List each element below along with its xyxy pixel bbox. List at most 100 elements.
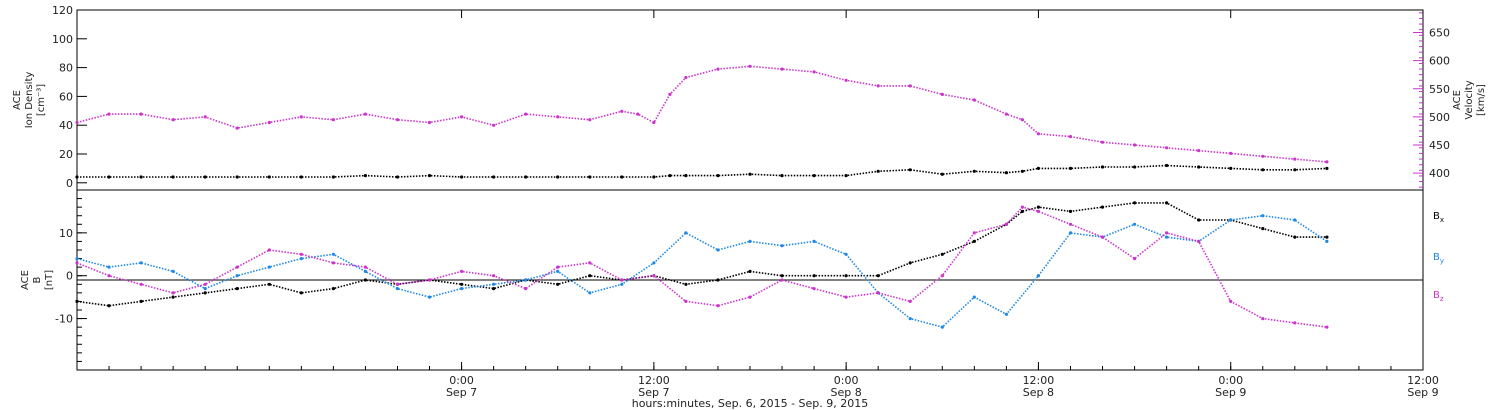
velocity-point [492,123,496,127]
density-axis-title-line3: [cm⁻³] [36,84,47,116]
ion-density-point [668,174,672,178]
bx-point [1261,227,1265,231]
velocity-point [235,126,239,130]
bz-point [1165,231,1169,235]
by-point [1229,218,1233,222]
by-point [940,325,944,329]
date-tick-label: Sep 9 [1407,386,1438,399]
by-point [556,269,560,273]
bx-point [75,299,79,303]
by-point [363,269,367,273]
velocity-tick-label: 650 [1429,27,1450,40]
velocity-point [107,112,111,116]
bz-point [1133,257,1137,261]
velocity-point [876,84,880,88]
bx-point [203,291,207,295]
velocity-point [588,118,592,122]
velocity-tick-label: 450 [1429,139,1450,152]
velocity-axis-title-line1: ACE [1452,90,1463,110]
bx-point [972,239,976,243]
by-point [395,287,400,291]
velocity-point [748,64,752,68]
bx-point [492,287,496,291]
velocity-point [1229,151,1233,155]
velocity-point [460,115,464,119]
ion-density-point [1036,166,1040,170]
b-field-tick-label: 0 [66,270,73,283]
ion-density-point [972,169,976,173]
by-point [748,239,752,243]
ion-density-point [492,175,496,179]
bz-point [1293,321,1297,325]
velocity-point [1325,160,1329,164]
bx-point [235,287,239,291]
bx-point [267,282,271,286]
velocity-point [1068,135,1073,139]
bz-point [588,261,592,265]
bx-point [331,287,335,291]
bx-point [844,274,848,278]
density-tick-label: 0 [66,177,73,190]
velocity-point [1100,140,1105,144]
by-point [588,291,592,295]
velocity-point [363,112,367,116]
time-tick-label: 0:00 [834,374,859,387]
date-tick-label: Sep 7 [446,386,477,399]
bz-point [908,299,912,303]
bz-point [1261,317,1265,321]
bx-point [876,274,880,278]
velocity-point [75,120,79,125]
by-point [684,231,688,235]
bx-point [940,252,944,256]
velocity-point [331,118,335,122]
b-field-tick-label: 10 [59,227,73,240]
bz-point [492,274,496,278]
density-tick-label: 60 [59,90,73,103]
time-tick-label: 12:00 [638,374,670,387]
velocity-axis-ticks: 400 450 500 550 600 650 [1413,12,1450,188]
ion-density-point [139,175,143,179]
x-axis-title: hours:minutes, Sep. 6, 2015 - Sep. 9, 20… [632,397,869,410]
bx-point [780,274,784,278]
by-point [75,257,79,261]
velocity-point [636,112,640,116]
bz-point [844,295,848,299]
velocity-tick-label: 600 [1429,55,1450,68]
velocity-point [620,109,624,113]
by-point [267,265,271,269]
legend-by: By [1433,252,1444,265]
velocity-axis-title-line3: [km/s] [1476,84,1487,116]
ion-density-point [1100,165,1105,169]
bz-point [748,295,752,299]
by-point [780,244,784,248]
ion-density-point [684,174,688,178]
velocity-point [524,112,528,116]
ion-density-point [556,175,560,179]
velocity-point [716,67,720,71]
ion-density-point [940,172,944,176]
legend-bz-sub: z [1440,295,1444,303]
velocity-point [556,115,560,119]
ion-density-point [812,174,816,178]
by-point [1325,239,1329,243]
velocity-point [1261,154,1265,158]
ion-density-point [1133,165,1137,169]
legend-by-base: B [1433,252,1440,263]
by-point [716,248,720,252]
density-axis-title-line2: Ion Density [24,72,35,129]
by-point [171,269,175,273]
by-point [1261,214,1265,218]
bz-point [524,287,528,291]
velocity-point [668,92,672,96]
bz-point [1325,325,1329,329]
bz-point [363,265,367,269]
bx-point [171,295,175,299]
velocity-point [203,115,207,119]
ion-density-point [235,175,239,179]
ion-density-point [908,168,912,172]
bx-point [107,304,111,308]
bz-point [171,291,175,295]
b-field-axis-ticks: -10 0 10 [55,198,87,362]
bz-point [139,282,143,286]
